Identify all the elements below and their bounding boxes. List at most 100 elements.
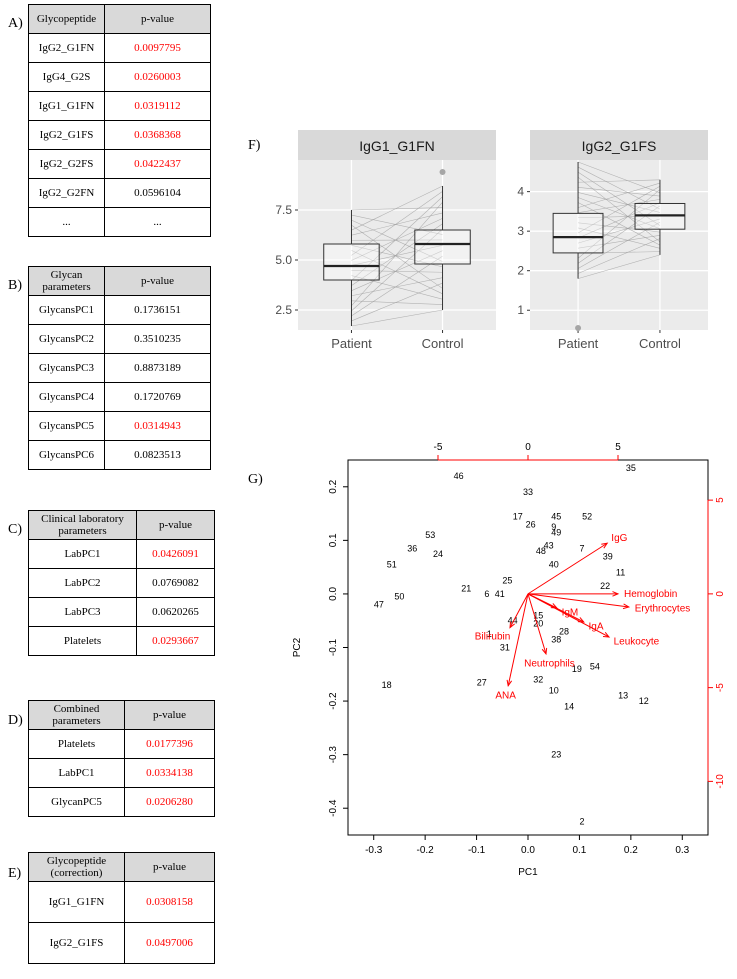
sample-label: 19	[572, 664, 582, 674]
panel-label-e: E)	[8, 866, 22, 881]
x-tick-label: -0.2	[417, 845, 435, 856]
header-cell: p-value	[104, 4, 211, 34]
glycopeptide-correction-table: Glycopeptide (correction) p-value IgG1_G…	[28, 852, 215, 964]
header-cell: p-value	[104, 266, 211, 296]
arrow-head	[506, 679, 513, 688]
paired-line	[351, 270, 443, 273]
arrow-head	[601, 542, 609, 549]
row-p-value: 0.0177396	[124, 729, 215, 759]
row-name: LabPC3	[28, 597, 137, 627]
loading-label: Leukocyte	[614, 637, 660, 648]
y-tick-label: -0.4	[328, 799, 339, 817]
table-row: IgG2_G1FS 0.0497006	[28, 922, 215, 964]
pca-biplot: -0.3 -0.2 -0.1 0.0 0.1 0.2 0.3 -0.4 -0.3 -0.2 -0.1…	[292, 442, 726, 878]
paired-line	[578, 234, 660, 249]
paired-line	[577, 192, 661, 213]
sample-label: 51	[387, 559, 397, 569]
boxplot-igg2-g1fs: IgG2_G1FS 1 2 3 4 Patient Control	[517, 130, 708, 351]
header-cell: p-value	[124, 700, 215, 730]
panel-label-g: G)	[248, 472, 263, 487]
sample-label: 33	[523, 487, 533, 497]
y-tick-label: -0.3	[328, 746, 339, 764]
paired-line	[577, 254, 661, 279]
table-row: GlycansPC1 0.1736151	[28, 295, 211, 325]
header-cell: p-value	[136, 510, 215, 540]
sample-label: 23	[551, 750, 561, 760]
header-cell: Glycopeptide (correction)	[28, 852, 125, 882]
box	[552, 212, 604, 254]
paired-line	[351, 224, 443, 289]
panel-label-d: D)	[8, 713, 23, 728]
x-tick-label: Control	[639, 336, 681, 351]
boxplot-igg1-g1fn: IgG1_G1FN 2.5 5.0 7.5 Patient Control	[275, 130, 496, 351]
x-tick-label: -0.3	[365, 845, 383, 856]
paired-line	[351, 218, 443, 261]
row-p-value: 0.0596104	[104, 178, 211, 208]
row-name: IgG2_G2FN	[28, 178, 105, 208]
loading-label: ANA	[495, 691, 516, 702]
sample-label: 2	[579, 817, 584, 827]
sample-label: 10	[549, 685, 559, 695]
arrow-head	[602, 632, 611, 638]
row-name: IgG2_G2FS	[28, 149, 105, 179]
sample-label: 31	[500, 643, 510, 653]
row-p-value: 0.0426091	[136, 539, 215, 569]
y-tick-label: 0.1	[328, 533, 339, 547]
x-tick-label: 0.3	[675, 845, 689, 856]
loading-label: Erythrocytes	[635, 603, 691, 614]
sample-label: 52	[582, 511, 592, 521]
table-row: GlycansPC5 0.0314943	[28, 411, 211, 441]
sample-label: 20	[533, 618, 543, 628]
table-row: GlycansPC2 0.3510235	[28, 324, 211, 354]
sample-label: 11	[616, 568, 625, 578]
row-p-value: 0.1720769	[104, 382, 211, 412]
sample-label: 18	[382, 680, 392, 690]
row-p-value: 0.0497006	[124, 922, 215, 964]
table-row: Platelets 0.0293667	[28, 626, 215, 656]
row-name: IgG2_G1FS	[28, 120, 105, 150]
paired-line	[351, 309, 443, 327]
right-axis-tick-label: 0	[715, 591, 726, 597]
table-row: LabPC1 0.0334138	[28, 758, 215, 788]
x-tick-label: -0.1	[468, 845, 486, 856]
glycan-parameters-table: Glycan parameters p-value GlycansPC1 0.17…	[28, 266, 211, 470]
facet-title: IgG1_G1FN	[359, 138, 434, 154]
paired-line	[351, 207, 443, 211]
paired-line	[577, 161, 661, 194]
table-row: IgG4_G2S 0.0260003	[28, 62, 211, 92]
loading-arrow	[527, 593, 547, 655]
sample-label: 46	[454, 471, 464, 481]
x-axis-label: PC1	[518, 867, 538, 878]
table-row: GlycansPC6 0.0823513	[28, 440, 211, 470]
paired-line	[351, 228, 443, 312]
table-row: IgG2_G2FN 0.0596104	[28, 178, 211, 208]
outlier-point	[575, 325, 582, 332]
y-tick-label: 1	[517, 303, 524, 317]
table-header-row: Glycopeptide p-value	[28, 4, 211, 34]
paired-line	[577, 218, 661, 244]
row-name: IgG2_G1FN	[28, 33, 105, 63]
row-name: Platelets	[28, 626, 137, 656]
panel-label-c: C)	[8, 522, 22, 537]
x-tick-label: 0.0	[521, 845, 535, 856]
loading-arrow	[527, 542, 608, 595]
table-row: Platelets 0.0177396	[28, 729, 215, 759]
sample-label: 1	[487, 629, 492, 639]
facet-strip	[298, 130, 496, 160]
paired-line	[577, 238, 661, 274]
table-row: IgG2_G2FS 0.0422437	[28, 149, 211, 179]
paired-line	[351, 212, 443, 236]
loading-label: IgA	[589, 622, 604, 633]
outlier-point	[439, 169, 446, 175]
header-cell: p-value	[124, 852, 215, 882]
row-name: IgG1_G1FN	[28, 881, 125, 923]
row-p-value: 0.1736151	[104, 295, 211, 325]
sample-label: 17	[513, 511, 523, 521]
paired-line	[577, 202, 661, 246]
loading-label: Neutrophils	[524, 658, 575, 669]
row-p-value: 0.0097795	[104, 33, 211, 63]
row-p-value: 0.8873189	[104, 353, 211, 383]
row-name: GlycansPC4	[28, 382, 105, 412]
sample-label: 32	[533, 675, 543, 685]
panel-label-b: B)	[8, 278, 22, 293]
